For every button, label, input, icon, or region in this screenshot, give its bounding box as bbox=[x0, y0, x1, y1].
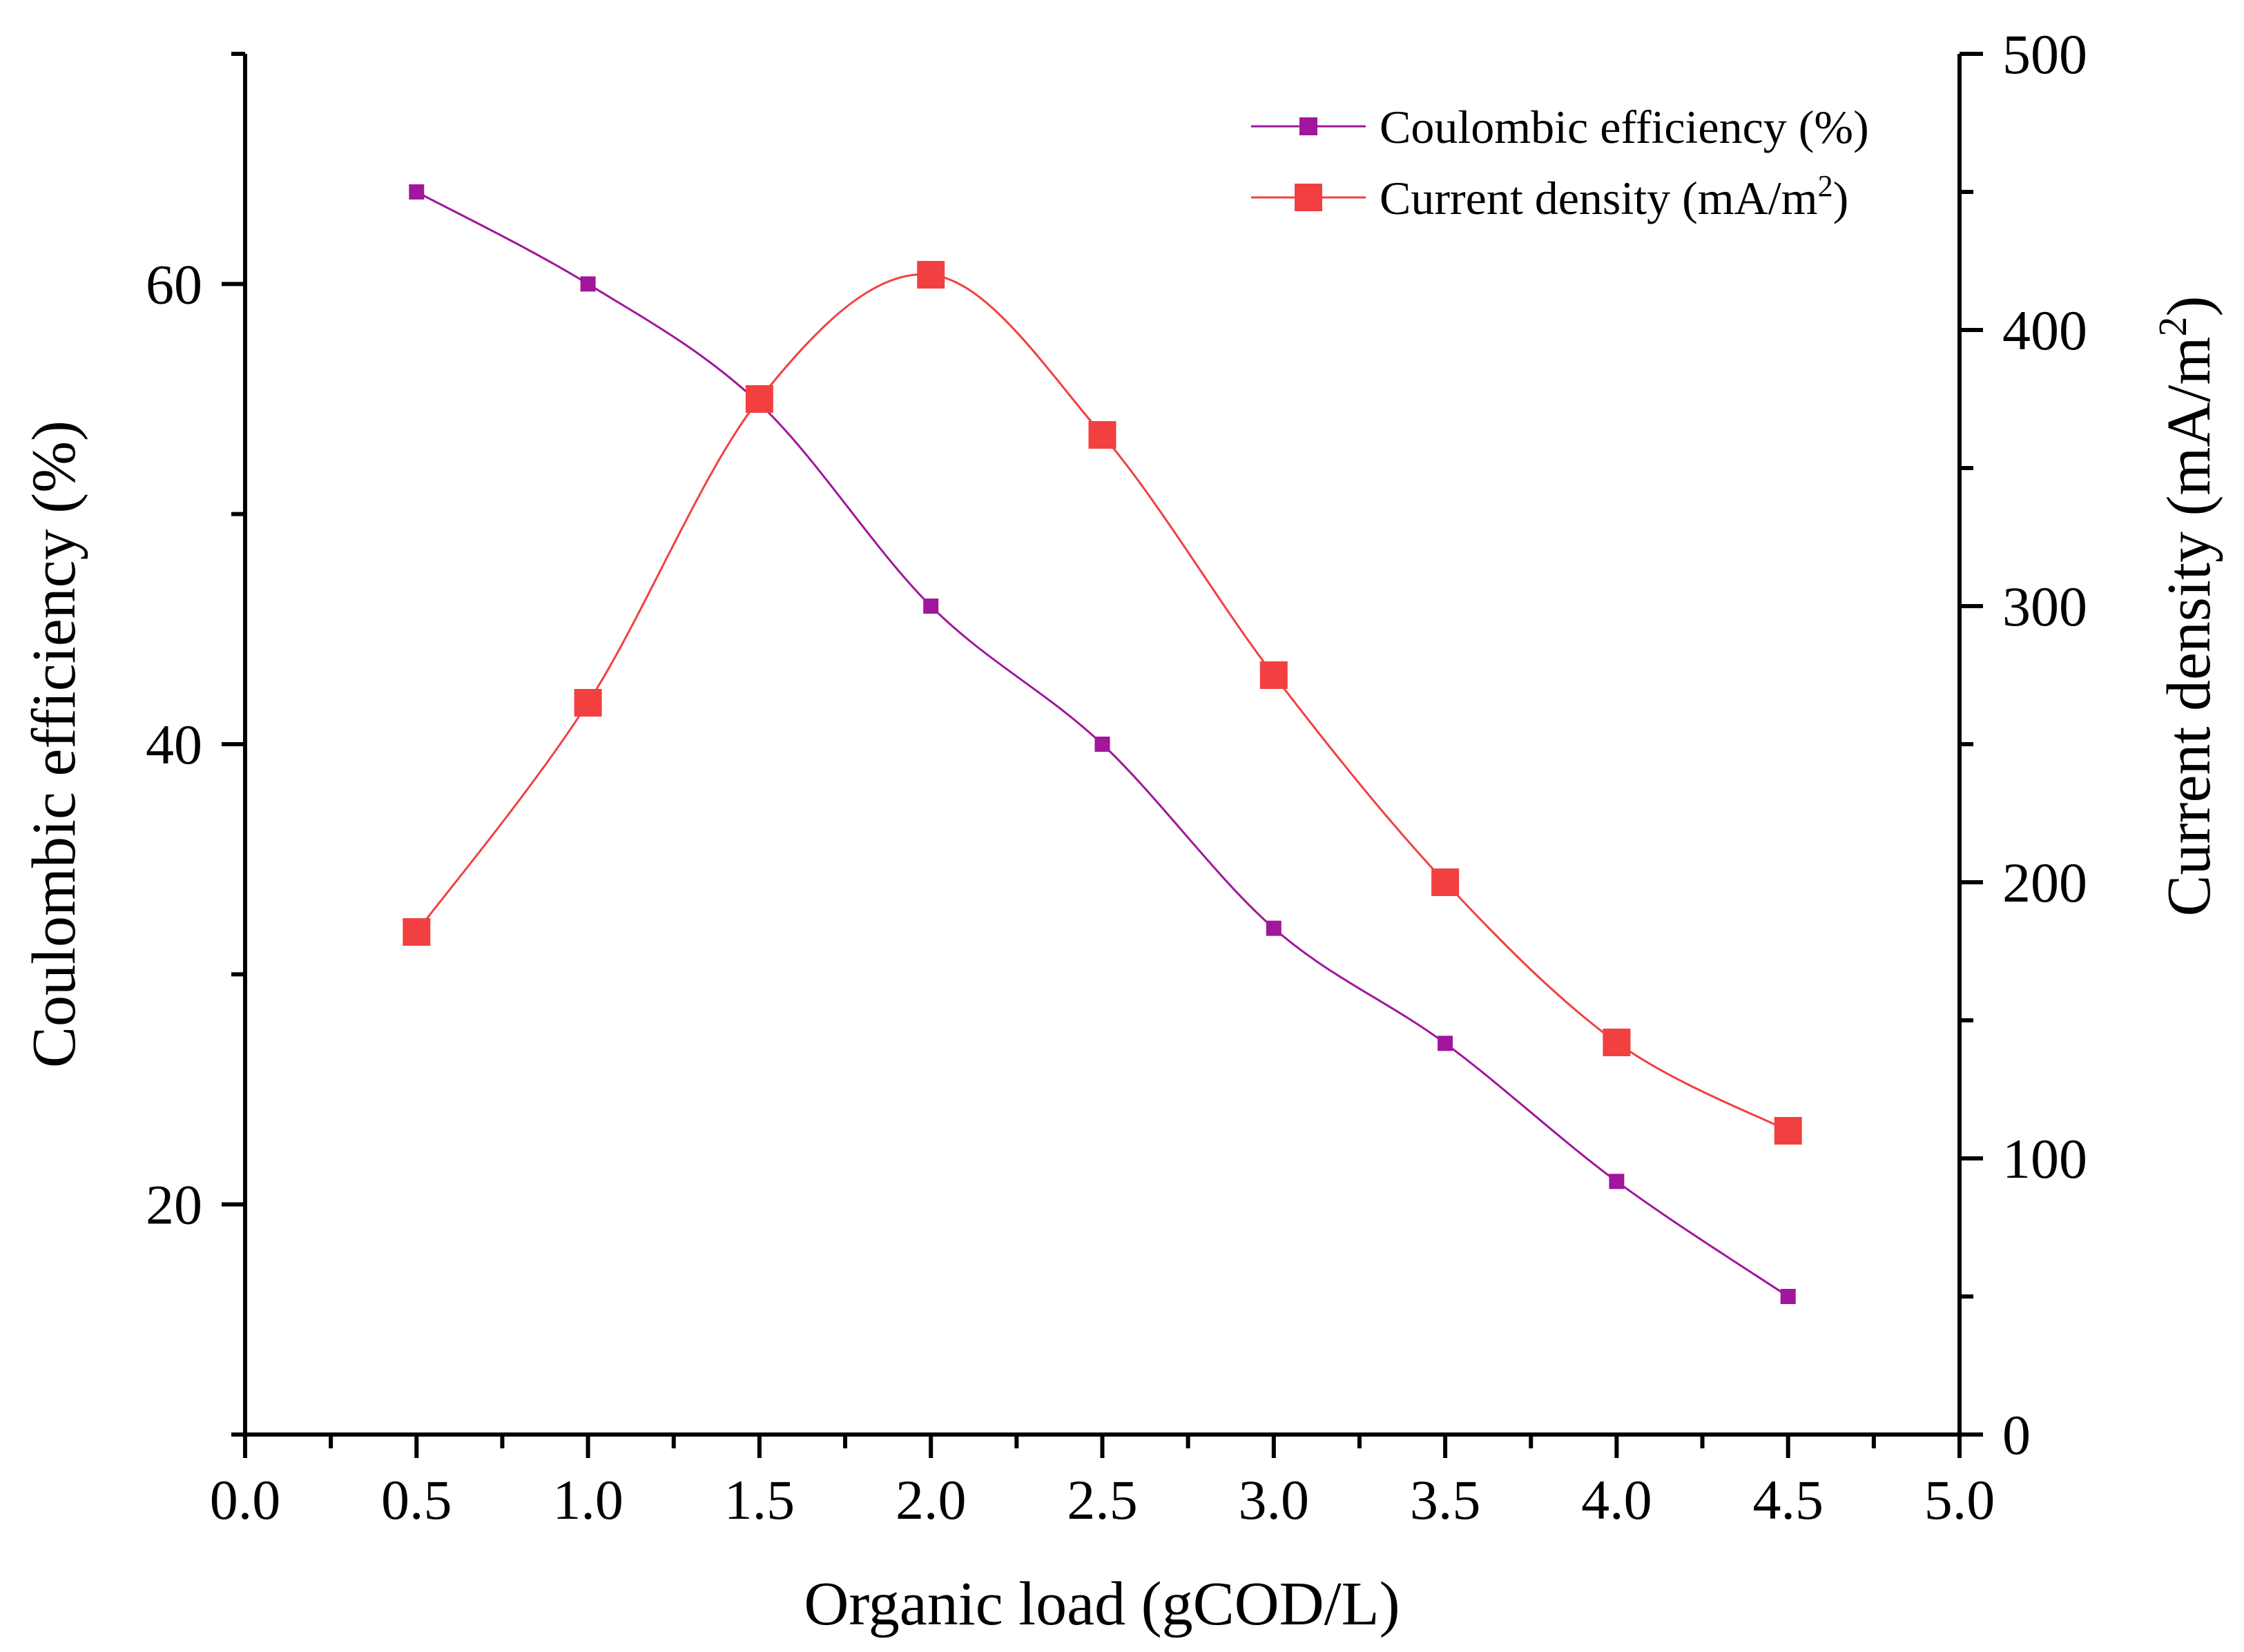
data-point-coulombic bbox=[1609, 1174, 1625, 1189]
data-point-coulombic bbox=[1266, 920, 1281, 936]
data-point-current bbox=[1774, 1117, 1802, 1145]
data-point-current bbox=[1259, 661, 1288, 689]
x-tick-label: 3.5 bbox=[1410, 1468, 1481, 1531]
data-point-coulombic bbox=[1438, 1036, 1453, 1051]
data-point-coulombic bbox=[409, 184, 425, 200]
x-tick-label: 2.5 bbox=[1067, 1468, 1138, 1531]
data-point-current bbox=[745, 385, 773, 413]
x-axis-ticks: 0.0 0.5 1.0 1.5 2.0 2.5 3.0 3.5 4.0 4.5 5.0 bbox=[210, 1435, 1995, 1531]
legend-label-current-main: Current density (mA/m bbox=[1380, 172, 1818, 224]
right-tick-label: 0 bbox=[2002, 1403, 2031, 1466]
right-tick-label: 400 bbox=[2002, 299, 2087, 362]
legend-label-current-sup: 2 bbox=[1818, 169, 1833, 203]
x-axis-title: Organic load (gCOD/L) bbox=[804, 1570, 1400, 1638]
x-tick-label: 2.0 bbox=[896, 1468, 967, 1531]
x-tick-label: 1.5 bbox=[724, 1468, 795, 1531]
x-tick-label: 1.0 bbox=[552, 1468, 623, 1531]
left-tick-label: 20 bbox=[146, 1174, 202, 1236]
right-tick-label: 500 bbox=[2002, 23, 2087, 86]
x-tick-label: 4.5 bbox=[1752, 1468, 1824, 1531]
legend-label-current: Current density (mA/m2) bbox=[1380, 169, 1848, 224]
left-axis-title: Coulombic efficiency (%) bbox=[20, 420, 88, 1068]
data-point-current bbox=[1431, 868, 1460, 896]
right-axis-ticks: 0 100 200 300 400 500 bbox=[1960, 23, 2087, 1466]
data-point-coulombic bbox=[1094, 737, 1110, 752]
data-point-current bbox=[1088, 421, 1116, 449]
right-axis-title-close: ) bbox=[2155, 296, 2223, 317]
right-tick-label: 200 bbox=[2002, 851, 2087, 914]
x-tick-label: 4.0 bbox=[1581, 1468, 1652, 1531]
data-point-coulombic bbox=[1780, 1289, 1796, 1304]
right-tick-label: 300 bbox=[2002, 575, 2087, 638]
x-tick-label: 5.0 bbox=[1924, 1468, 1995, 1531]
legend-label-coulombic: Coulombic efficiency (%) bbox=[1380, 101, 1869, 153]
right-axis-title-sup: 2 bbox=[2150, 317, 2195, 337]
right-axis-title-main: Current density (mA/m bbox=[2155, 337, 2223, 917]
data-point-current bbox=[1603, 1029, 1631, 1056]
data-point-coulombic bbox=[580, 276, 596, 292]
x-tick-label: 0.0 bbox=[210, 1468, 281, 1531]
x-tick-label: 0.5 bbox=[381, 1468, 452, 1531]
data-point-current bbox=[574, 689, 602, 717]
legend-label-current-close: ) bbox=[1833, 172, 1849, 224]
x-tick-label: 3.0 bbox=[1239, 1468, 1310, 1531]
series-layer bbox=[403, 184, 1802, 1304]
legend-marker-coulombic bbox=[1299, 117, 1317, 135]
data-point-coulombic bbox=[923, 599, 939, 614]
data-point-current bbox=[917, 261, 945, 289]
legend: Coulombic efficiency (%) Current density… bbox=[1251, 101, 1869, 224]
right-tick-label: 100 bbox=[2002, 1127, 2087, 1190]
data-point-current bbox=[403, 918, 431, 946]
series-line-current bbox=[416, 273, 1789, 1132]
legend-marker-current bbox=[1295, 184, 1322, 211]
right-axis-title: Current density (mA/m2) bbox=[2150, 296, 2223, 917]
left-axis-ticks: 20 40 60 bbox=[146, 52, 245, 1437]
left-tick-label: 40 bbox=[146, 713, 202, 776]
left-tick-label: 60 bbox=[146, 253, 202, 315]
